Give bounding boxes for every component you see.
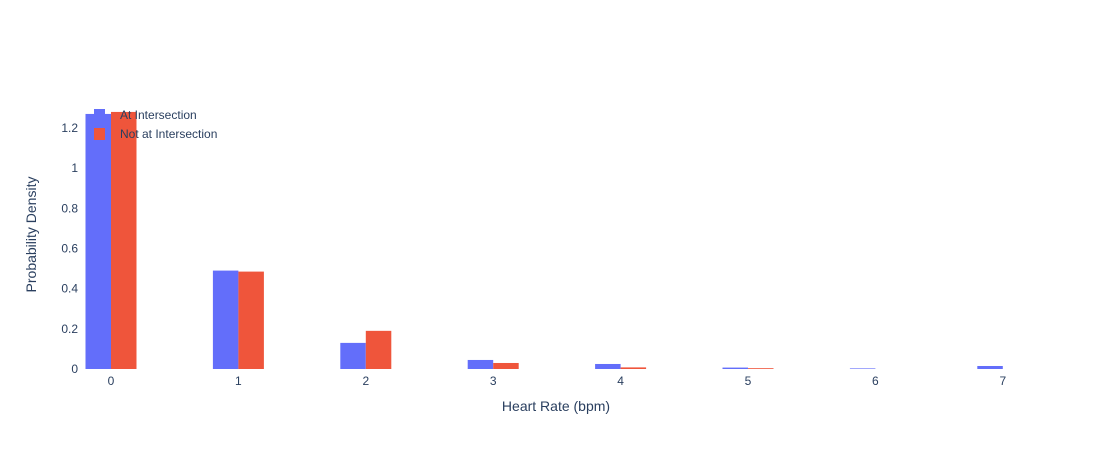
bar-0-0[interactable] (85, 113, 112, 369)
x-tick-label: 7 (999, 374, 1006, 388)
x-axis-title: Heart Rate (bpm) (502, 398, 610, 414)
legend-label: Not at Intersection (120, 127, 217, 141)
bar-1-5[interactable] (748, 368, 774, 369)
bar-0-2[interactable] (340, 342, 366, 369)
y-tick-label: 0.8 (61, 201, 78, 215)
x-tick-label: 5 (745, 374, 752, 388)
y-tick-label: 0 (71, 362, 78, 376)
bar-1-3[interactable] (493, 362, 519, 369)
bar-1-0[interactable] (111, 111, 137, 370)
y-tick-label: 0.6 (61, 242, 78, 256)
bar-0-7[interactable] (977, 365, 1003, 369)
bar-0-6[interactable] (849, 368, 876, 369)
x-tick-label: 0 (108, 374, 115, 388)
bar-0-4[interactable] (595, 363, 621, 369)
x-tick-label: 1 (235, 374, 242, 388)
y-tick-label: 0.4 (61, 282, 78, 296)
y-axis-title: Probability Density (23, 177, 39, 293)
legend-item-1[interactable]: Not at Intersection (94, 127, 217, 141)
legend-item-0[interactable]: At Intersection (94, 108, 197, 122)
legend-label: At Intersection (120, 108, 197, 122)
y-tick-label: 0.2 (61, 322, 78, 336)
bar-0-3[interactable] (467, 359, 494, 369)
series-1 (111, 111, 774, 370)
legend[interactable]: At Intersection Not at Intersection (94, 108, 217, 141)
plot-area (85, 111, 1003, 370)
x-tick-label: 3 (490, 374, 497, 388)
x-tick-label: 2 (362, 374, 369, 388)
bar-0-1[interactable] (212, 270, 239, 369)
y-tick-label: 1 (71, 161, 78, 175)
bar-1-1[interactable] (238, 271, 264, 369)
legend-swatch (94, 128, 105, 140)
y-axis-ticks: 0 0.2 0.4 0.6 0.8 1 1.2 (61, 121, 78, 376)
bar-0-5[interactable] (722, 367, 749, 369)
x-tick-label: 6 (872, 374, 879, 388)
legend-swatch (94, 109, 105, 121)
bar-1-2[interactable] (365, 330, 392, 369)
x-axis-ticks: 0 1 2 3 4 5 6 7 (108, 374, 1007, 388)
bar-1-4[interactable] (620, 367, 647, 369)
x-tick-label: 4 (617, 374, 624, 388)
series-0 (85, 113, 1003, 369)
y-tick-label: 1.2 (61, 121, 78, 135)
